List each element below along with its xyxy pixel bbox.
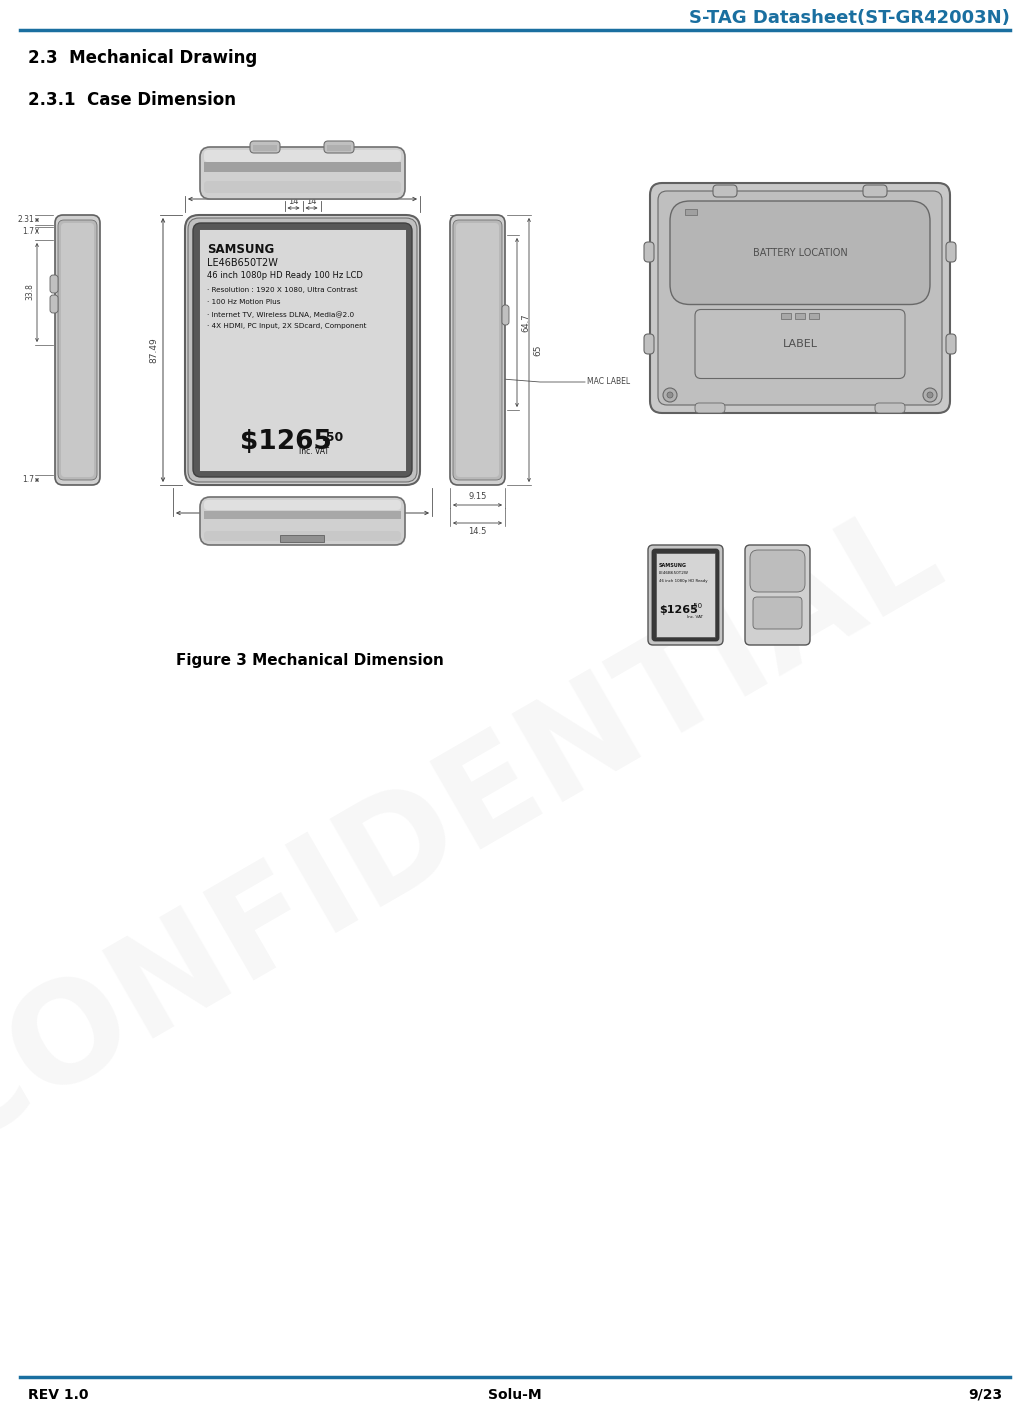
Text: 2.3  Mechanical Drawing: 2.3 Mechanical Drawing <box>28 49 258 68</box>
Text: 2.31: 2.31 <box>18 216 34 224</box>
Bar <box>204 162 401 172</box>
FancyBboxPatch shape <box>750 550 805 592</box>
Text: .50: .50 <box>322 431 344 444</box>
Text: 2.3.1  Case Dimension: 2.3.1 Case Dimension <box>28 92 236 109</box>
Text: CONFIDENTIAL: CONFIDENTIAL <box>0 484 962 1176</box>
FancyBboxPatch shape <box>204 149 401 162</box>
FancyBboxPatch shape <box>188 219 417 482</box>
Bar <box>280 534 324 541</box>
FancyBboxPatch shape <box>456 223 499 477</box>
FancyBboxPatch shape <box>204 180 401 193</box>
FancyBboxPatch shape <box>58 220 97 479</box>
FancyBboxPatch shape <box>450 214 505 485</box>
Bar <box>199 228 406 471</box>
Text: 9.15: 9.15 <box>469 492 487 501</box>
Text: REV 1.0: REV 1.0 <box>28 1387 89 1402</box>
Circle shape <box>663 388 677 402</box>
FancyBboxPatch shape <box>204 532 401 541</box>
Text: 14.5: 14.5 <box>469 527 487 536</box>
Text: · 4X HDMI, PC Input, 2X SDcard, Component: · 4X HDMI, PC Input, 2X SDcard, Componen… <box>207 323 367 329</box>
Text: 65: 65 <box>533 344 542 355</box>
FancyBboxPatch shape <box>713 185 737 197</box>
Text: 33.8: 33.8 <box>25 283 34 300</box>
FancyBboxPatch shape <box>200 496 405 546</box>
Text: $1265: $1265 <box>240 429 332 455</box>
FancyBboxPatch shape <box>650 183 950 413</box>
Text: SAMSUNG: SAMSUNG <box>207 243 274 257</box>
Text: LE46B650T2W: LE46B650T2W <box>207 258 278 268</box>
Text: 64.7: 64.7 <box>521 313 530 331</box>
Circle shape <box>667 392 673 398</box>
Text: LE46B650T2W: LE46B650T2W <box>659 571 689 575</box>
FancyBboxPatch shape <box>695 310 905 378</box>
Bar <box>795 313 805 319</box>
Text: 46 inch 1080p HD Ready: 46 inch 1080p HD Ready <box>659 580 708 582</box>
FancyBboxPatch shape <box>250 141 280 154</box>
Text: · 100 Hz Motion Plus: · 100 Hz Motion Plus <box>207 299 280 305</box>
FancyBboxPatch shape <box>946 334 956 354</box>
FancyBboxPatch shape <box>61 223 94 477</box>
FancyBboxPatch shape <box>670 202 930 305</box>
Text: 87.49: 87.49 <box>149 337 158 362</box>
Text: · Resolution : 1920 X 1080, Ultra Contrast: · Resolution : 1920 X 1080, Ultra Contra… <box>207 288 357 293</box>
Text: 1.7: 1.7 <box>22 227 34 235</box>
Text: BATTERY LOCATION: BATTERY LOCATION <box>753 248 848 258</box>
Text: 3: 3 <box>460 217 466 226</box>
FancyBboxPatch shape <box>185 214 420 485</box>
Bar <box>656 553 715 637</box>
Text: · Internet TV, Wireless DLNA, Media@2.0: · Internet TV, Wireless DLNA, Media@2.0 <box>207 312 354 317</box>
Bar <box>781 313 791 319</box>
Text: MAC LABEL: MAC LABEL <box>587 378 630 386</box>
Bar <box>685 209 697 214</box>
Text: .50: .50 <box>691 603 702 609</box>
Text: 103.49: 103.49 <box>286 519 318 527</box>
FancyBboxPatch shape <box>200 147 405 199</box>
Bar <box>327 145 351 151</box>
FancyBboxPatch shape <box>453 220 502 479</box>
FancyBboxPatch shape <box>502 305 509 324</box>
FancyBboxPatch shape <box>753 596 802 629</box>
FancyBboxPatch shape <box>648 546 723 644</box>
FancyBboxPatch shape <box>652 548 719 642</box>
Text: S-TAG Datasheet(ST-GR42003N): S-TAG Datasheet(ST-GR42003N) <box>689 8 1010 27</box>
FancyBboxPatch shape <box>695 403 725 413</box>
Bar <box>204 510 401 519</box>
FancyBboxPatch shape <box>50 295 58 313</box>
FancyBboxPatch shape <box>644 334 654 354</box>
Text: SAMSUNG: SAMSUNG <box>659 563 687 568</box>
Text: $1265: $1265 <box>659 605 697 615</box>
FancyBboxPatch shape <box>55 214 100 485</box>
FancyBboxPatch shape <box>644 243 654 262</box>
Text: Inc. VAT: Inc. VAT <box>299 447 329 455</box>
Text: Figure 3 Mechanical Dimension: Figure 3 Mechanical Dimension <box>176 653 444 667</box>
Text: 46 inch 1080p HD Ready 100 Hz LCD: 46 inch 1080p HD Ready 100 Hz LCD <box>207 271 363 281</box>
FancyBboxPatch shape <box>946 243 956 262</box>
Bar <box>253 145 277 151</box>
Circle shape <box>923 388 937 402</box>
FancyBboxPatch shape <box>745 546 810 644</box>
Text: 14: 14 <box>306 197 317 206</box>
FancyBboxPatch shape <box>324 141 354 154</box>
FancyBboxPatch shape <box>204 501 401 510</box>
FancyBboxPatch shape <box>863 185 887 197</box>
FancyBboxPatch shape <box>658 190 942 405</box>
Text: Inc. VAT: Inc. VAT <box>687 615 703 619</box>
Text: LABEL: LABEL <box>783 338 818 350</box>
Text: Solu-M: Solu-M <box>488 1387 542 1402</box>
FancyBboxPatch shape <box>876 403 905 413</box>
Text: 14: 14 <box>288 197 299 206</box>
FancyBboxPatch shape <box>50 275 58 293</box>
Circle shape <box>927 392 933 398</box>
FancyBboxPatch shape <box>193 223 412 477</box>
Text: 85.9: 85.9 <box>293 183 312 193</box>
Bar <box>809 313 819 319</box>
Text: 1.7: 1.7 <box>22 475 34 485</box>
Text: 9/23: 9/23 <box>968 1387 1002 1402</box>
